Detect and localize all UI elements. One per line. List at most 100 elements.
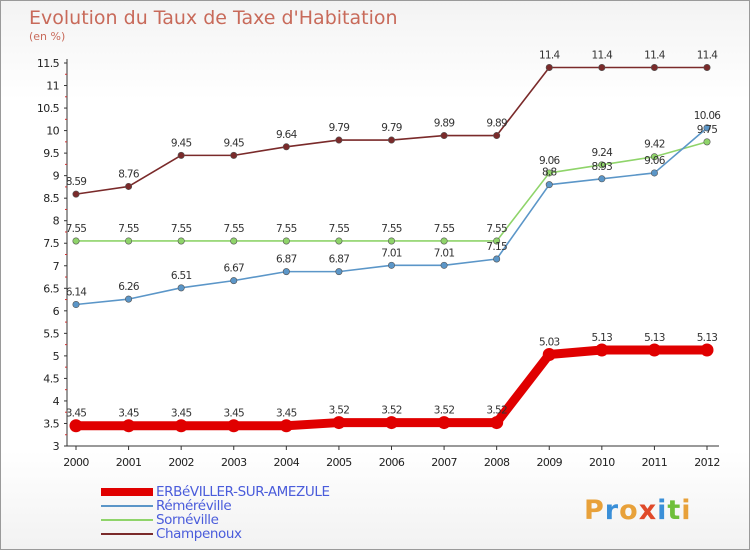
data-point — [230, 151, 238, 159]
y-tick-label: 3.5 — [43, 417, 59, 430]
y-tick-label: 9 — [53, 170, 60, 183]
y-tick-label: 11 — [46, 80, 59, 93]
y-tick-label: 4 — [53, 395, 60, 408]
data-label: 3.45 — [223, 408, 244, 420]
data-label: 9.45 — [223, 137, 244, 149]
data-point — [282, 143, 290, 151]
y-tick-label: 6 — [53, 305, 60, 318]
logo-letter: t — [667, 495, 681, 526]
data-point — [440, 132, 448, 140]
data-point — [650, 64, 658, 72]
data-point — [440, 261, 448, 269]
logo-letter: P — [584, 495, 605, 526]
logo-letter: i — [657, 495, 667, 526]
data-point — [177, 237, 185, 245]
data-label: 7.55 — [171, 223, 192, 235]
data-point — [493, 237, 501, 245]
data-point — [545, 64, 553, 72]
data-label: 7.55 — [276, 223, 297, 235]
data-label: 5.03 — [539, 337, 560, 349]
data-point — [440, 237, 448, 245]
data-point — [335, 268, 343, 276]
data-label: 7.01 — [434, 247, 455, 259]
x-tick-label: 2008 — [484, 456, 510, 469]
data-point — [647, 343, 661, 357]
data-label: 9.06 — [644, 155, 666, 167]
data-label: 5.13 — [644, 332, 665, 344]
data-point — [598, 64, 606, 72]
data-point — [437, 416, 451, 430]
data-label: 3.45 — [276, 408, 297, 420]
data-point — [703, 124, 711, 132]
data-point — [125, 237, 133, 245]
data-point — [387, 237, 395, 245]
data-label: 3.45 — [171, 408, 192, 420]
data-label: 3.52 — [434, 405, 455, 417]
y-axis-unit-label: (en %) — [29, 30, 66, 43]
data-point — [335, 136, 343, 144]
data-label: 7.55 — [486, 223, 507, 235]
data-label: 7.55 — [434, 223, 455, 235]
data-label: 3.52 — [486, 405, 507, 417]
logo-letter: i — [681, 495, 691, 526]
data-label: 9.89 — [486, 118, 507, 130]
data-point — [493, 132, 501, 140]
data-label: 6.51 — [171, 270, 192, 282]
y-tick-label: 6.5 — [43, 282, 59, 295]
data-point — [542, 348, 556, 362]
data-label: 3.45 — [66, 408, 87, 420]
data-label: 7.55 — [66, 223, 87, 235]
data-label: 6.87 — [329, 254, 350, 266]
data-point — [125, 295, 133, 303]
x-tick-label: 2010 — [589, 456, 615, 469]
data-point — [545, 169, 553, 177]
data-point — [332, 416, 346, 430]
data-point — [703, 138, 711, 146]
data-label: 7.55 — [381, 223, 402, 235]
data-label: 9.64 — [276, 129, 298, 141]
x-tick-label: 2000 — [63, 456, 89, 469]
data-point — [335, 237, 343, 245]
data-point — [230, 237, 238, 245]
data-label: 6.67 — [223, 263, 244, 275]
data-label: 11.4 — [539, 50, 561, 62]
data-point — [387, 261, 395, 269]
data-label: 7.55 — [329, 223, 350, 235]
legend-swatch — [101, 488, 153, 496]
data-point — [650, 169, 658, 177]
data-point — [385, 416, 398, 430]
data-label: 3.52 — [329, 405, 350, 417]
x-tick-label: 2012 — [694, 456, 720, 469]
y-tick-label: 10 — [46, 125, 59, 138]
data-point — [174, 419, 188, 433]
data-label: 10.06 — [694, 110, 722, 122]
data-label: 7.01 — [381, 247, 402, 259]
data-point — [387, 136, 395, 144]
data-point — [598, 161, 606, 169]
y-tick-label: 7 — [53, 260, 60, 273]
y-tick-label: 5 — [53, 350, 60, 363]
y-tick-label: 8.5 — [43, 192, 59, 205]
data-label: 9.24 — [592, 147, 614, 159]
data-label: 7.55 — [223, 223, 244, 235]
x-tick-label: 2007 — [431, 456, 457, 469]
data-label: 9.79 — [329, 122, 350, 134]
legend-label: Réméréville — [156, 498, 232, 514]
proxiti-logo-graphic: Proxiti — [584, 495, 691, 526]
proxiti-logo: Proxiti — [584, 489, 694, 529]
data-point — [230, 277, 238, 285]
legend-label: Champenoux — [156, 526, 242, 542]
data-label: 6.14 — [66, 287, 88, 299]
data-point — [122, 419, 136, 433]
y-tick-label: 10.5 — [37, 102, 60, 115]
legend-label: ERBéVILLER-SUR-AMEZULE — [156, 484, 330, 500]
legend-swatch — [101, 505, 153, 507]
data-label: 11.4 — [644, 50, 666, 62]
data-point — [72, 237, 80, 245]
legend-label: Sornéville — [156, 512, 219, 528]
data-point — [177, 151, 185, 159]
x-tick-label: 2002 — [168, 456, 194, 469]
y-tick-label: 7.5 — [43, 237, 59, 250]
